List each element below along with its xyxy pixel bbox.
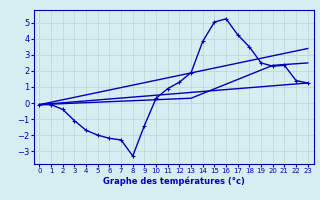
X-axis label: Graphe des températures (°c): Graphe des températures (°c) — [103, 177, 244, 186]
